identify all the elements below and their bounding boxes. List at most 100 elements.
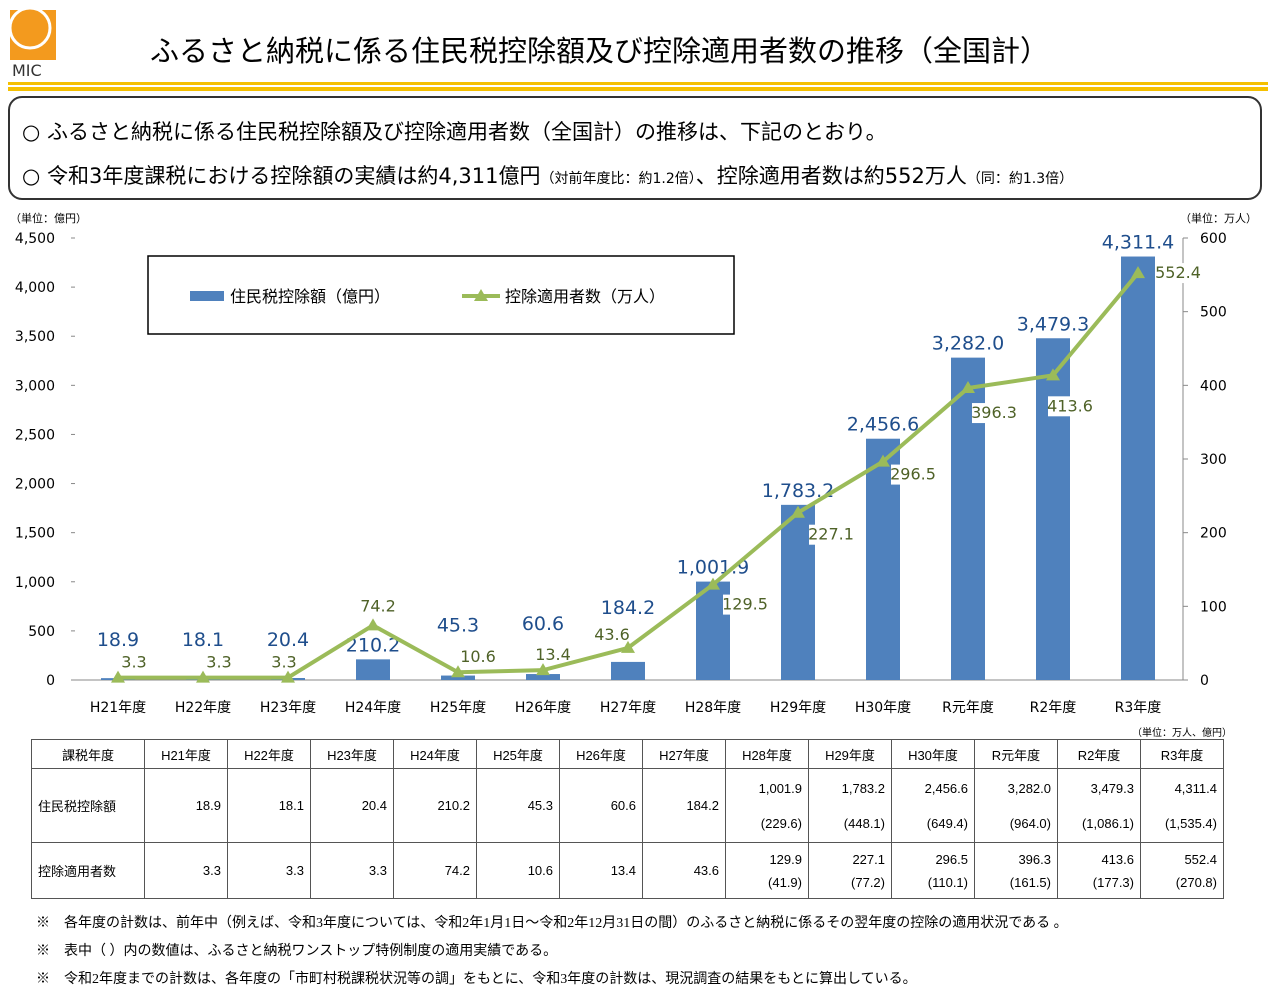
bar-label: 184.2 [601,597,655,619]
column-header: H26年度 [559,739,643,769]
table-header-row: 課税年度 H21年度 H22年度 H23年度 H24年度 H25年度 H26年度 H27年度 H… [31,739,1224,769]
x-tick-label: H22年度 [175,700,231,716]
bar-label: 3,479.3 [1017,313,1090,335]
right-tick-label: 500 [1200,305,1227,321]
x-tick-label: H28年度 [685,700,741,716]
right-tick-label: 0 [1200,673,1209,689]
footnotes: ※ 各年度の計数は、前年中（例えば、令和3年度については、令和2年1月1日～令和… [36,912,1068,996]
right-tick-label: 300 [1200,452,1227,468]
row-label: 控除適用者数 [31,842,145,899]
column-header: H25年度 [476,739,560,769]
table-cell: 2,456.6 (649.4) [891,768,975,843]
left-tick-label: 1,500 [15,526,55,542]
line-marker [706,577,720,590]
bar [526,674,560,680]
left-tick-label: 4,500 [15,231,55,247]
bar-label: 18.1 [182,629,224,651]
line-marker [536,663,550,676]
table-cell: 3.3 [310,842,394,899]
legend-line-label: 控除適用者数（万人） [505,287,665,306]
line-marker [451,665,465,678]
footnote: ※ 表中（ ）内の数値は、ふるさと納税ワンストップ特例制度の適用実績である。 [36,944,558,959]
label-bg [809,524,853,545]
left-tick-label: 2,500 [15,427,55,443]
line-label: 10.6 [460,647,496,666]
left-axis-unit: （単位：億円） [10,211,87,225]
line-marker [621,640,635,653]
x-tick-label: H29年度 [770,700,826,716]
table-cell: 20.4 [310,768,394,843]
table-cell: 3,479.3 (1,086.1) [1057,768,1141,843]
right-axis-unit: （単位：万人） [1180,211,1257,225]
line-label: 13.4 [535,645,571,664]
x-tick-label: H21年度 [90,700,146,716]
bar-label: 20.4 [267,629,309,651]
svg-text:MIC: MIC [12,61,42,78]
table-cell: 4,311.4 (1,535.4) [1140,768,1224,843]
column-header: H21年度 [144,739,228,769]
table-unit: （単位：万人、億円） [1132,728,1232,739]
table-cell: 1,783.2 (448.1) [808,768,892,843]
column-header: H28年度 [725,739,809,769]
bar [356,659,390,680]
summary-line-2: ○ 令和3年度課税における控除額の実績は約4,311億円（対前年度比：約1.2倍… [22,164,1074,188]
footnote: ※ 令和2年度までの計数は、各年度の「市町村税課税状況等の調」をもとに、令和3年… [36,972,917,987]
column-header: R3年度 [1140,739,1224,769]
line-marker [791,505,805,518]
bar-label: 1,783.2 [762,480,835,502]
legend-bar-label: 住民税控除額（億円） [230,287,390,306]
table-cell: 184.2 [642,768,726,843]
data-table: 課税年度 H21年度 H22年度 H23年度 H24年度 H25年度 H26年度 H27年度 H… [31,739,1224,899]
column-header: H23年度 [310,739,394,769]
summary-line-1: ○ ふるさと納税に係る住民税控除額及び控除適用者数（全国計）の推移は、下記のとお… [22,120,887,144]
table-cell: 18.1 [227,768,311,843]
table-cell: 60.6 [559,768,643,843]
x-tick-label: R2年度 [1030,700,1077,716]
column-header: 課税年度 [31,739,145,769]
table-cell: 13.4 [559,842,643,899]
right-tick-label: 600 [1200,231,1227,247]
line-marker [961,381,975,394]
bar-label: 45.3 [437,615,479,637]
line-marker [1131,266,1145,279]
table-cell: 129.9 (41.9) [725,842,809,899]
divider [8,82,1268,85]
line-marker [111,670,125,683]
line-label: 296.5 [890,465,936,484]
line-label: 227.1 [808,525,854,544]
left-tick-label: 0 [46,673,55,689]
x-tick-label: H24年度 [345,700,401,716]
x-tick-label: H23年度 [260,700,316,716]
line-marker [366,618,380,631]
table-cell: 43.6 [642,842,726,899]
x-tick-label: H25年度 [430,700,486,716]
column-header: R元年度 [974,739,1058,769]
table-cell: 10.6 [476,842,560,899]
column-header: H30年度 [891,739,975,769]
mic-logo: MIC [10,6,56,78]
x-tick-label: H30年度 [855,700,911,716]
line-label: 3.3 [121,653,146,672]
table-cell: 3,282.0 (964.0) [974,768,1058,843]
chart: （単位：億円） （単位：万人） 0 500 1,000 1,500 2,000 2,500 3,… [10,211,1257,716]
bar [1036,338,1070,680]
left-tick-label: 3,500 [15,329,55,345]
line-label: 396.3 [971,403,1017,422]
column-header: H24年度 [393,739,477,769]
x-tick-label: R元年度 [942,700,994,716]
table-cell: 210.2 [393,768,477,843]
legend-bar-swatch [190,291,224,301]
bar [441,675,475,680]
table-cell: 3.3 [227,842,311,899]
table-cell: 396.3 (161.5) [974,842,1058,899]
legend [147,255,735,335]
table-cell: 74.2 [393,842,477,899]
table-cell: 1,001.9 (229.6) [725,768,809,843]
table-cell: 296.5 (110.1) [891,842,975,899]
table-cell: 227.1 (77.2) [808,842,892,899]
summary-box: ○ ふるさと納税に係る住民税控除額及び控除適用者数（全国計）の推移は、下記のとお… [8,96,1262,200]
table-cell: 552.4 (270.8) [1140,842,1224,899]
left-tick-label: 500 [28,624,55,640]
label-bg [1156,263,1200,284]
line-marker [281,670,295,683]
